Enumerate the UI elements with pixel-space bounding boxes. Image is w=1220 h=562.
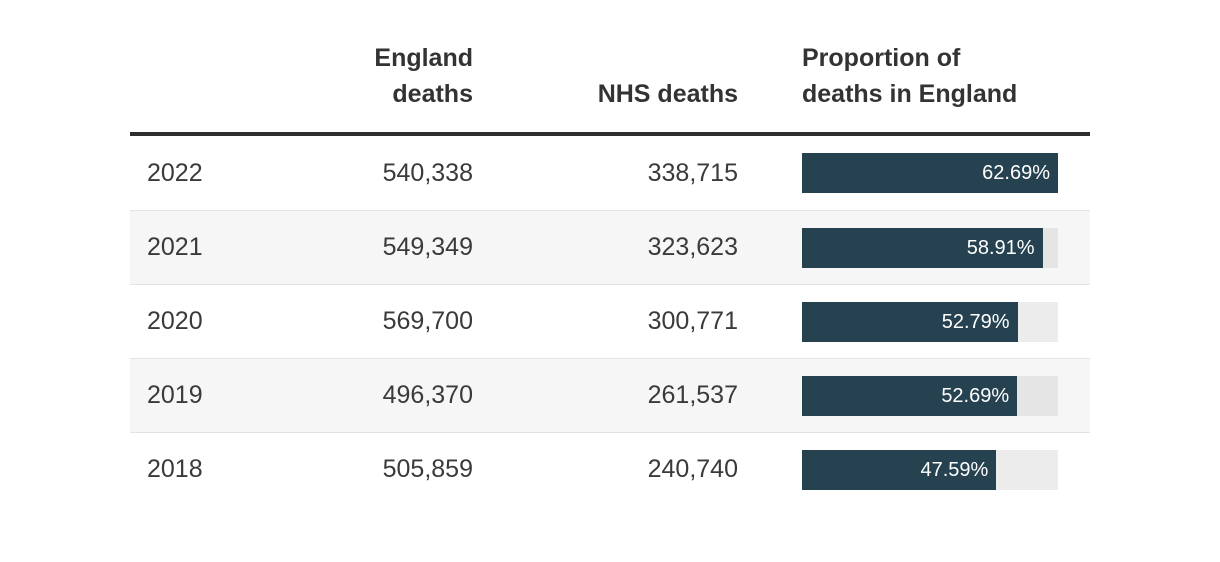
table-row: 2022 540,338 338,715 62.69%	[130, 136, 1090, 210]
proportion-bar-track: 58.91%	[802, 227, 1058, 268]
proportion-bar: 47.59%	[802, 449, 997, 490]
proportion-bar-track: 62.69%	[802, 153, 1058, 193]
proportion-cell: 62.69%	[738, 153, 1090, 193]
year-cell: 2018	[147, 455, 203, 483]
table-body: 2022 540,338 338,715 62.69% 2021 549,349…	[130, 136, 1090, 506]
proportion-bar-track: 52.79%	[802, 301, 1058, 342]
proportion-cell: 52.79%	[738, 301, 1090, 342]
proportion-cell: 58.91%	[738, 227, 1090, 268]
nhs-deaths-cell: 261,537	[647, 381, 738, 409]
nhs-deaths-cell: 240,740	[647, 455, 738, 483]
deaths-table: England deaths NHS deaths Proportion of …	[130, 0, 1090, 506]
proportion-bar-track: 47.59%	[802, 449, 1058, 490]
year-cell: 2019	[147, 381, 203, 409]
table-row: 2018 505,859 240,740 47.59%	[130, 432, 1090, 506]
england-deaths-cell: 569,700	[382, 307, 473, 335]
proportion-bar: 52.69%	[802, 375, 1018, 416]
proportion-bar: 58.91%	[802, 227, 1043, 268]
nhs-deaths-cell: 323,623	[647, 233, 738, 261]
england-deaths-cell: 496,370	[382, 381, 473, 409]
column-header-england-deaths: England deaths	[374, 44, 473, 108]
proportion-cell: 52.69%	[738, 375, 1090, 416]
table-row: 2020 569,700 300,771 52.79%	[130, 284, 1090, 358]
proportion-bar-track: 52.69%	[802, 375, 1058, 416]
proportion-cell: 47.59%	[738, 449, 1090, 490]
england-deaths-cell: 505,859	[382, 455, 473, 483]
year-cell: 2022	[147, 158, 203, 187]
column-header-proportion-text: Proportion of deaths in England	[802, 44, 1018, 108]
table-row: 2021 549,349 323,623 58.91%	[130, 210, 1090, 284]
nhs-deaths-cell: 338,715	[647, 158, 738, 187]
year-cell: 2021	[147, 233, 203, 261]
column-header-nhs-deaths: NHS deaths	[597, 80, 738, 108]
proportion-bar: 62.69%	[802, 153, 1058, 193]
table-header-row: England deaths NHS deaths Proportion of …	[130, 0, 1090, 136]
proportion-bar: 52.79%	[802, 301, 1018, 342]
england-deaths-cell: 549,349	[382, 233, 473, 261]
column-header-proportion: Proportion of deaths in England	[738, 40, 1090, 112]
table-row: 2019 496,370 261,537 52.69%	[130, 358, 1090, 432]
nhs-deaths-cell: 300,771	[647, 307, 738, 335]
england-deaths-cell: 540,338	[382, 158, 473, 187]
year-cell: 2020	[147, 307, 203, 335]
